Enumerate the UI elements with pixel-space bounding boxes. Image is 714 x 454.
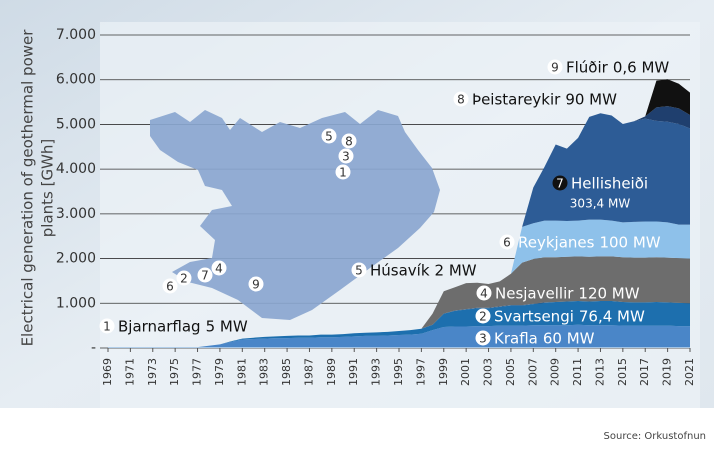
x-tick-label: 1985 (280, 358, 293, 386)
legend-number: 7 (556, 177, 564, 191)
map-marker (176, 270, 192, 286)
y-tick-label: 7.000 (56, 27, 96, 43)
x-tick-label: 1989 (325, 358, 338, 386)
area (108, 301, 690, 348)
legend-name: Hellisheiði (571, 175, 648, 193)
legend-badge (476, 285, 492, 301)
legend-capacity: 303,4 MW (570, 197, 631, 211)
x-tick-label: 1993 (370, 358, 383, 386)
x-tick-label: 1979 (213, 358, 226, 386)
map-marker (338, 148, 354, 164)
map-marker-label: 8 (345, 135, 353, 149)
legend-capacity: 120 MW (578, 285, 639, 303)
x-tick-label: 1983 (258, 358, 271, 386)
legend-number: 1 (103, 320, 111, 334)
y-tick-label: 6.000 (56, 72, 96, 88)
legend-badge (453, 91, 469, 107)
legend-number: 8 (457, 93, 465, 107)
legend-name: Þeistareykir (472, 91, 561, 109)
legend-name: Reykjanes (518, 234, 595, 252)
source: Source: Orkustofnun (604, 431, 706, 442)
map-marker (321, 128, 337, 144)
legend-capacity: 5 MW (206, 318, 248, 336)
legend-badge (351, 262, 367, 278)
area (108, 256, 690, 348)
x-tick-label: 2011 (571, 358, 584, 386)
legend-name: Nesjavellir (495, 285, 574, 303)
map-marker (162, 278, 178, 294)
map-marker-label: 4 (215, 262, 223, 276)
y-tick-label: - (91, 340, 96, 356)
map-marker-label: 3 (342, 150, 350, 164)
x-tick-label: 1977 (191, 358, 204, 386)
map-marker (211, 260, 227, 276)
y-tick-label: 2.000 (56, 251, 96, 267)
legend-number: 2 (479, 310, 487, 324)
y-tick-label: 5.000 (56, 116, 96, 132)
x-tick-label: 2021 (683, 358, 696, 386)
x-tick-label: 2005 (504, 358, 517, 386)
map-marker (248, 276, 264, 292)
x-tick-label: 2003 (482, 358, 495, 386)
map-marker (341, 133, 357, 149)
area (108, 219, 690, 348)
legend-number: 3 (479, 332, 487, 346)
legend-name: Svartsengi (494, 308, 574, 326)
map-marker-label: 2 (180, 272, 188, 286)
x-tick-label: 1999 (437, 358, 450, 386)
area (108, 347, 690, 348)
legend-badge (99, 318, 115, 334)
y-tick-label: 1.000 (56, 295, 96, 311)
x-tick-label: 2015 (616, 358, 629, 386)
y-tick-label: 3.000 (56, 206, 96, 222)
legend-capacity: 76,4 MW (579, 308, 645, 326)
legend-name: Bjarnarflag (118, 318, 201, 336)
map-marker-label: 1 (339, 166, 347, 180)
x-tick-label: 1995 (392, 358, 405, 386)
legend-number: 5 (355, 264, 363, 278)
legend-number: 4 (480, 287, 488, 301)
x-tick-label: 1991 (347, 358, 360, 386)
x-tick-label: 1971 (123, 358, 136, 386)
legend-number: 9 (551, 61, 559, 75)
legend-badge (499, 234, 515, 250)
x-tick-label: 2019 (661, 358, 674, 386)
x-tick-label: 2007 (526, 358, 539, 386)
legend-badge (475, 308, 491, 324)
y-axis-label: Electrical generation of geothermal powe… (19, 29, 37, 347)
legend-badge (547, 59, 563, 75)
legend-badge (552, 175, 568, 191)
area (108, 324, 690, 348)
legend-number: 6 (503, 236, 511, 250)
x-tick-label: 2017 (638, 358, 651, 386)
x-tick-label: 2009 (549, 358, 562, 386)
legend-capacity: 2 MW (435, 262, 477, 280)
x-tick-label: 1975 (168, 358, 181, 386)
x-tick-label: 1973 (146, 358, 159, 386)
map-marker (197, 267, 213, 283)
map-marker (335, 164, 351, 180)
map-marker-label: 6 (166, 280, 174, 294)
legend-badge (475, 330, 491, 346)
map-marker-label: 5 (325, 130, 333, 144)
y-axis-label: plants [GWh] (39, 139, 57, 238)
x-tick-label: 1981 (235, 358, 248, 386)
x-tick-label: 1987 (302, 358, 315, 386)
y-tick-label: 4.000 (56, 161, 96, 177)
legend-capacity: 60 MW (543, 330, 595, 348)
x-tick-label: 2013 (593, 358, 606, 386)
x-tick-label: 1997 (414, 358, 427, 386)
x-tick-label: 1969 (101, 358, 114, 386)
map-marker-label: 7 (201, 269, 209, 283)
map-marker-label: 9 (252, 278, 260, 292)
x-tick-label: 2001 (459, 358, 472, 386)
legend-capacity: 0,6 MW (613, 59, 670, 77)
legend-name: Krafla (494, 330, 538, 348)
area (108, 113, 690, 348)
legend-name: Húsavík (370, 262, 430, 280)
legend-name: Flúðir (566, 59, 609, 77)
legend-capacity: 100 MW (599, 234, 660, 252)
legend-capacity: 90 MW (565, 91, 617, 109)
